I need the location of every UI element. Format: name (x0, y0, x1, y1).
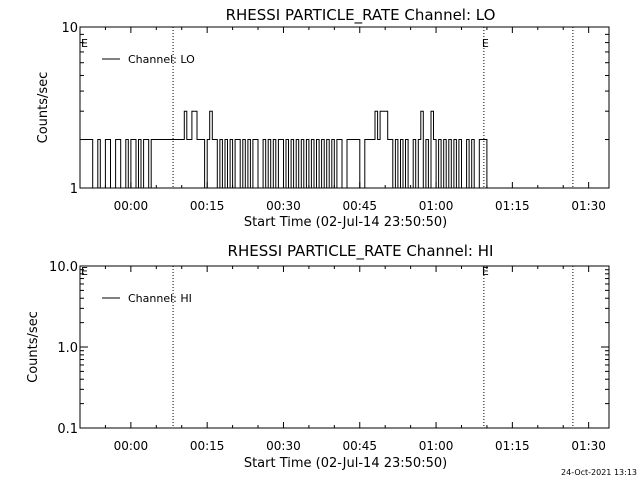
x-axis-label: Start Time (02-Jul-14 23:50:50) (244, 456, 447, 471)
panel-2: RHESSI PARTICLE_RATE Channel: HI 00:00 00:… (26, 242, 610, 471)
y-axis-label: Counts/sec (36, 72, 51, 144)
x-tick-label: 00:15 (190, 439, 225, 453)
eclipse-mark: E (81, 37, 88, 50)
x-axis-label: Start Time (02-Jul-14 23:50:50) (244, 215, 447, 230)
eclipse-mark: E (482, 265, 489, 278)
y-tick-label: 1.0 (57, 341, 78, 356)
legend-label: Channel: LO (128, 53, 195, 66)
x-tick-label: 01:30 (571, 199, 606, 213)
x-tick-label: 01:00 (419, 199, 454, 213)
y-axis-label: Counts/sec (26, 311, 41, 383)
x-tick-label: 00:45 (342, 439, 377, 453)
eclipse-mark: E (81, 265, 88, 278)
x-tick-label: 01:15 (495, 199, 530, 213)
x-tick-label: 01:15 (495, 439, 530, 453)
y-tick-label: 10 (61, 21, 78, 36)
eclipse-mark: E (482, 37, 489, 50)
x-tick-label: 01:30 (571, 439, 606, 453)
series-line-channel-lo (82, 110, 490, 189)
x-tick-label: 00:30 (266, 439, 301, 453)
footer-timestamp: 24-Oct-2021 13:13 (561, 468, 637, 477)
x-tick-label: 00:00 (114, 199, 149, 213)
x-tick-label: 00:00 (114, 439, 149, 453)
chart-title: RHESSI PARTICLE_RATE Channel: HI (228, 242, 494, 261)
x-tick-label: 01:00 (419, 439, 454, 453)
panel-1: RHESSI PARTICLE_RATE Channel: LO 00:00 00:… (36, 6, 610, 230)
y-tick-label: 10.0 (49, 260, 78, 275)
x-tick-label: 00:30 (266, 199, 301, 213)
y-tick-label: 1 (70, 182, 78, 197)
plot-frame (79, 26, 610, 189)
legend-label: Channel: HI (128, 292, 192, 305)
y-tick-label: 0.1 (57, 422, 78, 437)
plot-frame (79, 265, 610, 429)
x-tick-label: 00:45 (342, 199, 377, 213)
x-tick-label: 00:15 (190, 199, 225, 213)
chart-title: RHESSI PARTICLE_RATE Channel: LO (226, 6, 496, 25)
